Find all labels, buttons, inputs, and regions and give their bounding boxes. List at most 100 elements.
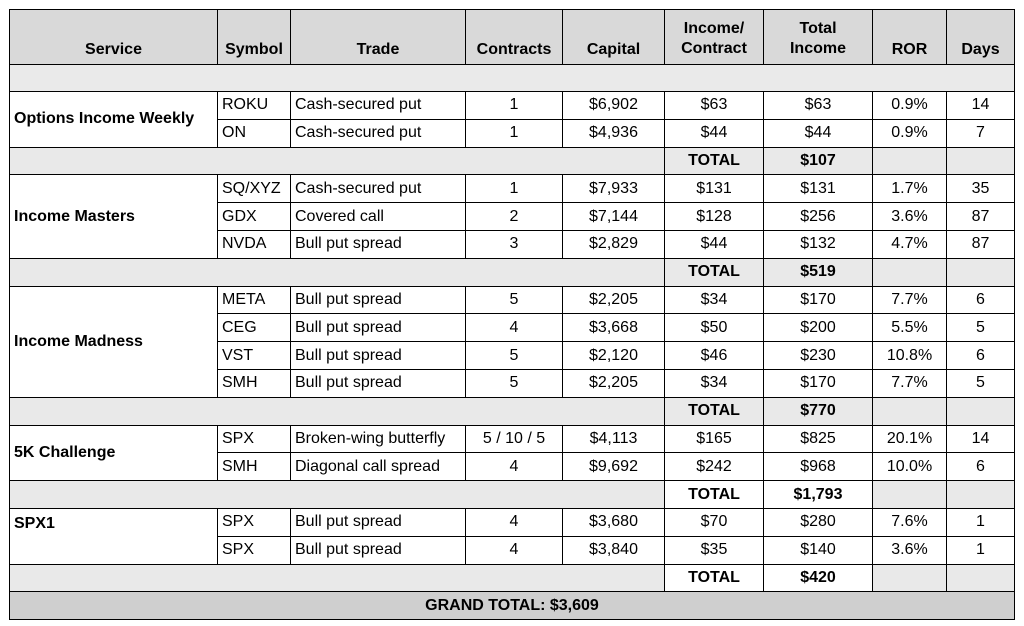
trade-cell: Bull put spread — [290, 285, 466, 315]
income-contract-cell: $128 — [664, 202, 764, 231]
total-blank — [9, 563, 665, 593]
total-blank — [872, 146, 947, 176]
income-contract-cell: $44 — [664, 229, 764, 259]
symbol-cell: ROKU — [217, 91, 291, 120]
trade-cell: Bull put spread — [290, 341, 466, 370]
ror-cell: 20.1% — [872, 424, 947, 454]
header-ror: ROR — [872, 9, 947, 65]
total-row: TOTAL $770 — [9, 396, 1015, 426]
days-cell: 87 — [946, 202, 1015, 231]
contracts-cell: 4 — [465, 313, 563, 343]
header-income-contract: Income/Contract — [664, 9, 764, 65]
income-contract-cell: $34 — [664, 285, 764, 315]
capital-cell: $2,120 — [562, 341, 665, 370]
total-row: TOTAL $107 — [9, 146, 1015, 176]
days-cell: 6 — [946, 452, 1015, 482]
days-cell: 1 — [946, 507, 1015, 537]
contracts-cell: 2 — [465, 202, 563, 231]
service-cell: Income Masters — [9, 174, 218, 259]
header-capital: Capital — [562, 9, 665, 65]
days-cell: 35 — [946, 174, 1015, 204]
trade-cell: Bull put spread — [290, 535, 466, 565]
table-row: ON Cash-secured put 1 $4,936 $44 $44 0.9… — [10, 118, 1015, 148]
capital-cell: $3,680 — [562, 507, 665, 537]
income-contract-cell: $34 — [664, 368, 764, 398]
capital-cell: $4,936 — [562, 118, 665, 148]
capital-cell: $7,144 — [562, 202, 665, 231]
spacer-cell — [9, 64, 1015, 92]
header-row: Service Symbol Trade Contracts Capital I… — [9, 9, 1015, 65]
table-row: Income Masters SQ/XYZ Cash-secured put 1… — [9, 174, 1015, 259]
trade-cell: Cash-secured put — [290, 118, 466, 148]
trade-cell: Covered call — [290, 202, 466, 231]
trade-cell: Cash-secured put — [290, 91, 466, 120]
trade-cell: Bull put spread — [290, 229, 466, 259]
total-income-cell: $63 — [763, 91, 873, 120]
total-label: TOTAL — [664, 396, 764, 426]
income-contract-cell: $46 — [664, 341, 764, 370]
total-label: TOTAL — [664, 563, 764, 593]
spacer-row — [9, 64, 1015, 92]
symbol-cell: SPX — [217, 507, 291, 537]
ror-cell: 4.7% — [872, 229, 947, 259]
ror-cell: 7.6% — [872, 507, 947, 537]
ror-cell: 1.7% — [872, 174, 947, 204]
table-row: 5K Challenge SPX Broken-wing butterfly 5… — [9, 424, 1015, 482]
income-contract-cell: $63 — [664, 91, 764, 120]
table-row: NVDA Bull put spread 3 $2,829 $44 $132 4… — [10, 229, 1015, 259]
total-income-cell: $170 — [763, 285, 873, 315]
total-label: TOTAL — [664, 146, 764, 176]
income-contract-cell: $44 — [664, 118, 764, 148]
days-cell: 7 — [946, 118, 1015, 148]
capital-cell: $9,692 — [562, 452, 665, 482]
symbol-cell: SPX — [217, 535, 291, 565]
total-value: $420 — [763, 563, 873, 593]
total-income-cell: $140 — [763, 535, 873, 565]
total-income-cell: $170 — [763, 368, 873, 398]
header-total-income-line2: Income — [789, 40, 846, 57]
total-blank — [946, 396, 1015, 426]
total-blank — [946, 257, 1015, 287]
total-blank — [946, 480, 1015, 509]
service-cell: Income Madness — [9, 285, 218, 398]
total-blank — [872, 396, 947, 426]
service-cell: Options Income Weekly — [9, 91, 218, 148]
contracts-cell: 1 — [465, 174, 563, 204]
symbol-cell: NVDA — [217, 229, 291, 259]
service-cell: 5K Challenge — [9, 424, 218, 482]
contracts-cell: 4 — [465, 535, 563, 565]
days-cell: 6 — [946, 341, 1015, 370]
symbol-cell: SMH — [217, 452, 291, 482]
header-contracts: Contracts — [465, 9, 563, 65]
service-cell: SPX1 — [9, 507, 218, 565]
ror-cell: 7.7% — [872, 285, 947, 315]
trade-cell: Bull put spread — [290, 313, 466, 343]
ror-cell: 0.9% — [872, 91, 947, 120]
grand-total: GRAND TOTAL: $3,609 — [9, 591, 1015, 621]
total-value: $519 — [763, 257, 873, 287]
total-blank — [9, 396, 665, 426]
income-contract-cell: $165 — [664, 424, 764, 454]
table-row: GDX Covered call 2 $7,144 $128 $256 3.6%… — [10, 202, 1015, 231]
symbol-cell: SPX — [217, 424, 291, 454]
days-cell: 1 — [946, 535, 1015, 565]
symbol-cell: SQ/XYZ — [217, 174, 291, 204]
income-contract-cell: $70 — [664, 507, 764, 537]
table-row: SMH Diagonal call spread 4 $9,692 $242 $… — [10, 452, 1015, 482]
symbol-cell: CEG — [217, 313, 291, 343]
symbol-cell: GDX — [217, 202, 291, 231]
total-value: $1,793 — [763, 480, 873, 509]
ror-cell: 5.5% — [872, 313, 947, 343]
total-label: TOTAL — [664, 257, 764, 287]
total-row: TOTAL $519 — [9, 257, 1015, 287]
total-row: TOTAL $420 — [9, 563, 1015, 593]
table-row: Income Madness META Bull put spread 5 $2… — [9, 285, 1015, 398]
days-cell: 14 — [946, 424, 1015, 454]
income-contract-cell: $50 — [664, 313, 764, 343]
total-income-cell: $968 — [763, 452, 873, 482]
capital-cell: $4,113 — [562, 424, 665, 454]
total-income-cell: $132 — [763, 229, 873, 259]
total-row: TOTAL $1,793 — [9, 480, 1015, 509]
symbol-cell: META — [217, 285, 291, 315]
income-contract-cell: $35 — [664, 535, 764, 565]
